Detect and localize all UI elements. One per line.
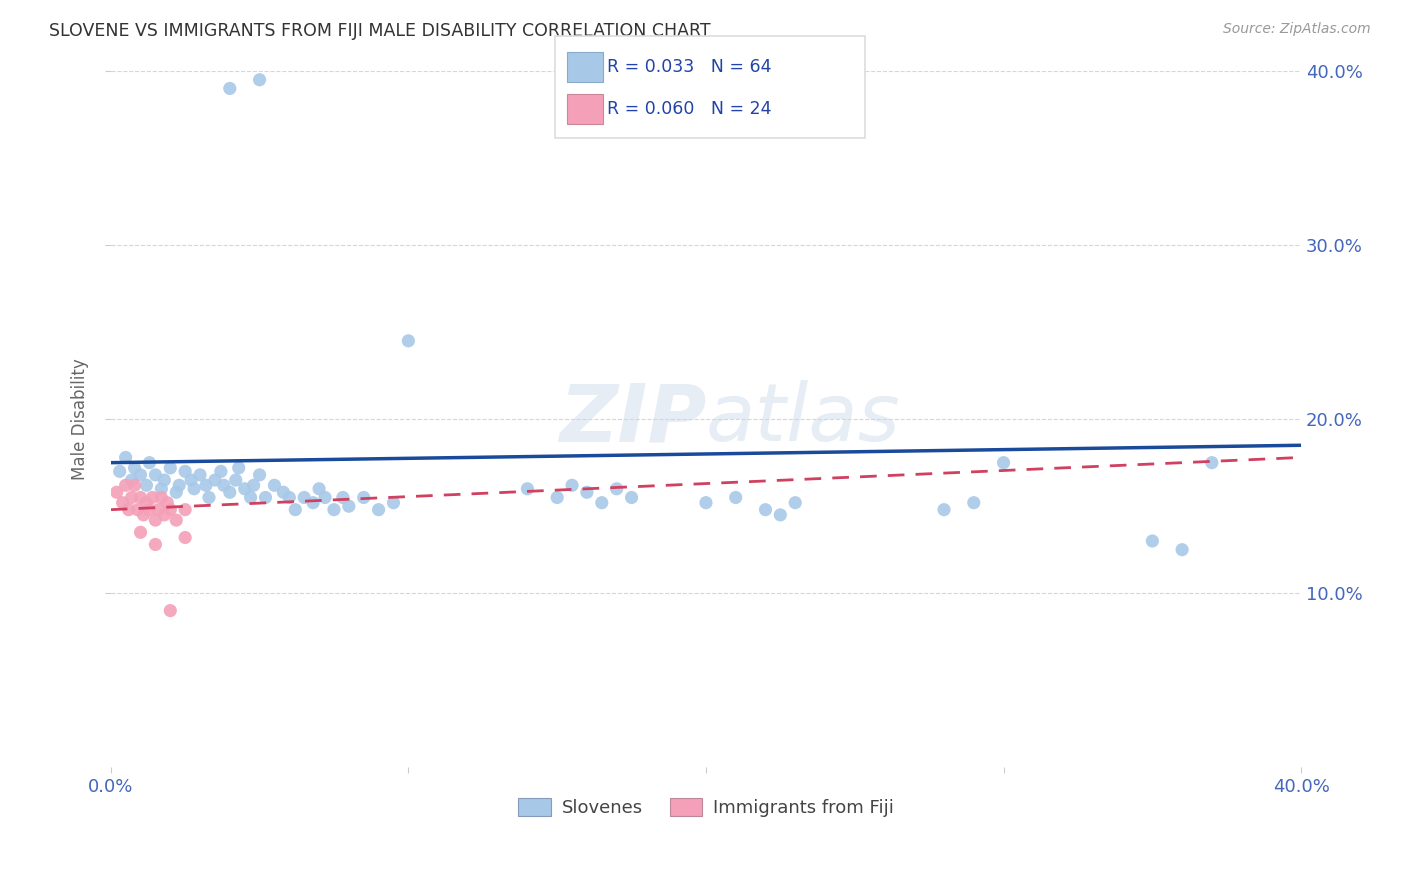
Point [195,478,218,492]
Point [263,478,285,492]
Point [129,467,152,482]
Point [209,464,232,478]
Text: R = 0.060   N = 24: R = 0.060 N = 24 [607,100,772,118]
Point [620,491,643,505]
Point [159,461,181,475]
Point [396,334,419,348]
Y-axis label: Male Disability: Male Disability [72,359,89,480]
Point [153,508,176,522]
Point [218,81,240,95]
Point [174,464,197,478]
Point [254,491,277,505]
Point [963,496,986,510]
Point [228,461,250,475]
Point [769,508,792,522]
Point [105,485,128,500]
Point [302,496,325,510]
Point [138,456,160,470]
Point [198,491,221,505]
Point [127,502,149,516]
Point [183,482,205,496]
Point [724,491,747,505]
Point [292,491,315,505]
Point [695,496,717,510]
Point [135,478,157,492]
Point [233,482,256,496]
Point [218,485,240,500]
Point [591,496,613,510]
Point [314,491,336,505]
Point [212,478,235,492]
Point [159,502,181,516]
Point [1142,533,1164,548]
Point [273,485,295,500]
Point [121,473,143,487]
Point [145,537,167,551]
Point [124,478,146,492]
Point [145,513,167,527]
Point [754,502,776,516]
Point [204,473,226,487]
Point [225,473,247,487]
Point [111,496,134,510]
Point [785,496,807,510]
Point [278,491,301,505]
Point [239,491,262,505]
Legend: Slovenes, Immigrants from Fiji: Slovenes, Immigrants from Fiji [510,791,901,824]
Text: atlas: atlas [706,380,901,458]
Point [145,467,167,482]
Point [129,491,152,505]
Point [167,478,190,492]
Point [546,491,568,505]
Point [575,485,598,500]
Point [174,531,197,545]
Point [114,478,136,492]
Point [132,508,155,522]
Text: Source: ZipAtlas.com: Source: ZipAtlas.com [1223,22,1371,37]
Point [993,456,1015,470]
Point [932,502,955,516]
Point [156,496,179,510]
Point [148,502,170,516]
Point [129,525,152,540]
Point [249,72,271,87]
Point [242,478,264,492]
Point [108,464,131,478]
Point [150,491,173,505]
Point [1201,456,1223,470]
Point [323,502,346,516]
Point [159,604,181,618]
Point [382,496,405,510]
Point [141,491,163,505]
Point [516,482,538,496]
Point [165,513,187,527]
Point [174,502,197,516]
Text: R = 0.033   N = 64: R = 0.033 N = 64 [607,58,772,76]
Point [150,482,173,496]
Point [114,450,136,465]
Point [153,473,176,487]
Point [188,467,211,482]
Point [165,485,187,500]
Point [561,478,583,492]
Point [606,482,628,496]
Text: SLOVENE VS IMMIGRANTS FROM FIJI MALE DISABILITY CORRELATION CHART: SLOVENE VS IMMIGRANTS FROM FIJI MALE DIS… [49,22,711,40]
Point [367,502,389,516]
Point [135,496,157,510]
Point [284,502,307,516]
Point [249,467,271,482]
Point [1171,542,1194,557]
Point [180,473,202,487]
Point [353,491,375,505]
Point [337,499,360,513]
Text: ZIP: ZIP [558,380,706,458]
Point [308,482,330,496]
Point [121,491,143,505]
Point [117,502,139,516]
Point [138,502,160,516]
Point [332,491,354,505]
Point [124,461,146,475]
